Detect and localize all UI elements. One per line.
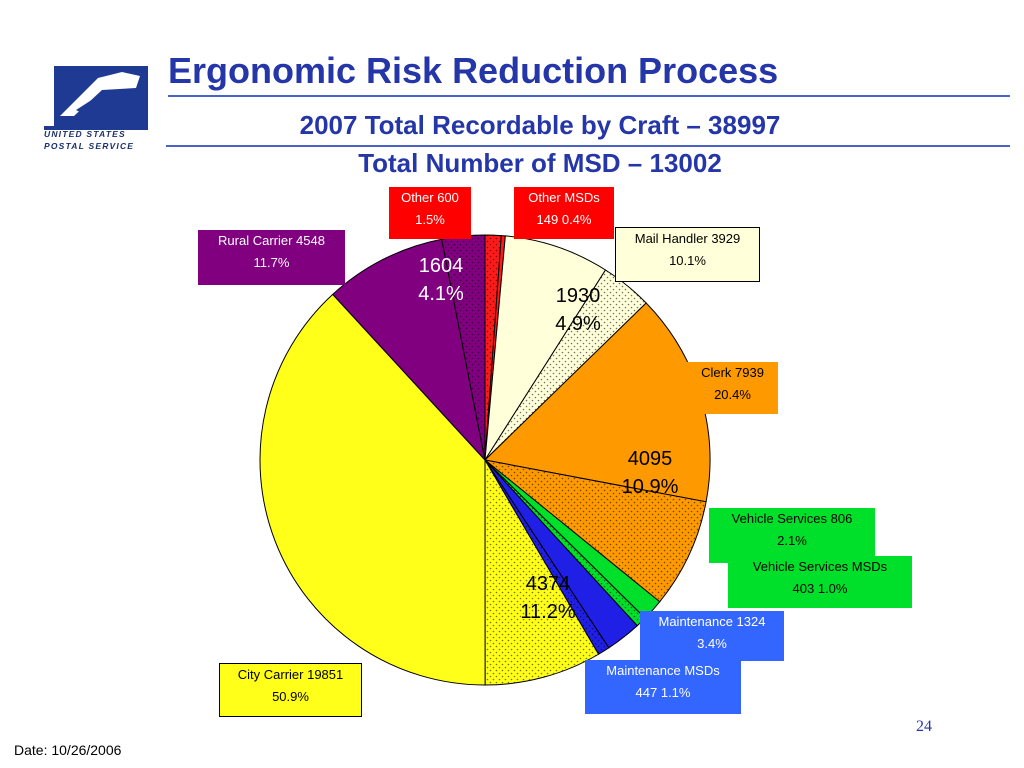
label-city-carrier: City Carrier 19851 50.9%: [219, 663, 362, 717]
pie-slice-mail-handler: [484, 235, 607, 461]
label-maintenance: Maintenance 1324 3.4%: [640, 611, 784, 661]
title-rule: [168, 95, 1010, 97]
label-vehicle-services-msds: Vehicle Services MSDs 403 1.0%: [728, 556, 912, 608]
slide-title: Ergonomic Risk Reduction Process: [168, 50, 779, 91]
inner-label-rural-carrier-msds: 1604 4.1%: [418, 255, 464, 305]
eagle-logo-icon: [44, 66, 148, 130]
footer-date: Date: 10/26/2006: [14, 742, 122, 758]
label-rural-carrier: Rural Carrier 4548 11.7%: [198, 230, 345, 285]
label-other: Other 600 1.5%: [389, 187, 471, 239]
label-other-msds: Other MSDs 149 0.4%: [514, 187, 614, 239]
chart-subtitle-1: 2007 Total Recordable by Craft – 38997: [299, 110, 781, 140]
pie-slice-rural-carrier: [332, 238, 486, 462]
label-clerk: Clerk 7939 20.4%: [687, 362, 778, 414]
label-vehicle-services: Vehicle Services 806 2.1%: [709, 508, 875, 563]
pie-slice-city-carrier-msds: [484, 458, 600, 686]
page-number: 24: [916, 718, 932, 735]
logo-text-line1: UNITED STATES: [44, 129, 126, 139]
inner-label-clerk-msds: 4095 10.9%: [621, 448, 679, 498]
logo-text-line2: POSTAL SERVICE: [44, 141, 135, 151]
label-mail-handler: Mail Handler 3929 10.1%: [615, 227, 760, 282]
subtitle-rule: [166, 145, 1010, 147]
inner-label-mail-handler-msds: 1930 4.9%: [555, 285, 601, 335]
pie-slice-city-carrier: [259, 293, 486, 686]
pie-slice-clerk-msds: [484, 459, 707, 603]
inner-label-city-carrier-msds: 4374 11.2%: [520, 573, 576, 623]
label-maintenance-msds: Maintenance MSDs 447 1.1%: [585, 660, 741, 714]
chart-subtitle-2: Total Number of MSD – 13002: [358, 148, 722, 178]
